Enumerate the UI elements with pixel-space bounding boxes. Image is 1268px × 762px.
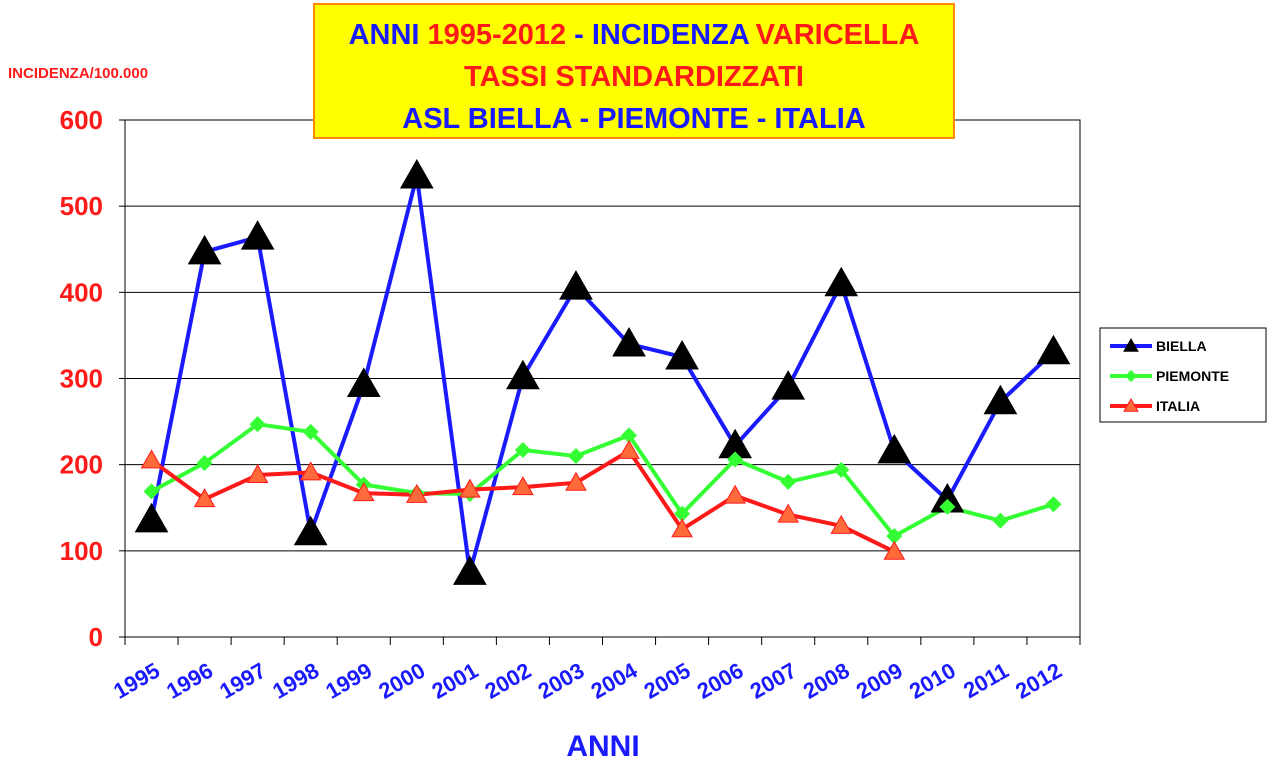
marker bbox=[299, 461, 322, 481]
marker bbox=[293, 515, 328, 546]
marker bbox=[140, 449, 163, 469]
marker bbox=[452, 555, 487, 585]
marker bbox=[777, 503, 800, 523]
y-tick-label: 500 bbox=[60, 191, 103, 221]
title-segment: VARICELLA bbox=[756, 19, 920, 51]
marker bbox=[506, 359, 540, 390]
marker bbox=[1045, 496, 1062, 513]
marker bbox=[514, 442, 531, 459]
y-tick-label: 300 bbox=[60, 364, 103, 394]
marker bbox=[559, 270, 593, 300]
marker bbox=[830, 514, 853, 534]
title-segment: TASSI STANDARDIZZATI bbox=[464, 61, 804, 93]
marker bbox=[771, 370, 806, 400]
title-box: ANNI 1995-2012- INCIDENZA VARICELLA TASSI S… bbox=[313, 3, 955, 139]
title-background bbox=[313, 3, 955, 139]
marker bbox=[833, 461, 850, 478]
marker bbox=[240, 220, 275, 250]
y-tick-label: 0 bbox=[89, 622, 103, 652]
marker bbox=[727, 451, 744, 468]
marker bbox=[346, 367, 381, 398]
marker bbox=[302, 423, 319, 440]
marker bbox=[883, 540, 906, 560]
marker bbox=[1125, 370, 1137, 382]
legend-label: ITALIA bbox=[1156, 398, 1200, 414]
marker bbox=[612, 327, 646, 357]
marker bbox=[983, 384, 1018, 415]
marker bbox=[618, 439, 640, 459]
marker bbox=[724, 484, 747, 504]
marker bbox=[1123, 397, 1139, 412]
marker bbox=[877, 433, 912, 464]
chart-title: ANNI 1995-2012- INCIDENZA VARICELLA bbox=[349, 19, 920, 51]
y-tick-label: 400 bbox=[60, 277, 103, 307]
marker bbox=[405, 483, 428, 503]
legend-label: BIELLA bbox=[1156, 338, 1207, 354]
series-line bbox=[150, 422, 1055, 539]
marker bbox=[621, 427, 638, 444]
y-axis-label: INCIDENZA/100.000 bbox=[8, 65, 148, 82]
marker bbox=[249, 416, 266, 433]
legend-label: PIEMONTE bbox=[1156, 368, 1229, 384]
marker bbox=[512, 476, 534, 496]
marker bbox=[939, 498, 956, 515]
marker bbox=[134, 502, 169, 533]
marker bbox=[187, 234, 222, 265]
marker bbox=[458, 478, 481, 498]
marker bbox=[143, 483, 160, 500]
chart-title: ASL BIELLA - PIEMONTE - ITALIA bbox=[402, 103, 866, 135]
title-segment: - INCIDENZA bbox=[574, 19, 750, 51]
marker bbox=[992, 512, 1009, 529]
marker bbox=[399, 159, 434, 189]
marker bbox=[665, 339, 699, 370]
marker bbox=[196, 454, 213, 471]
y-tick-label: 200 bbox=[60, 450, 103, 480]
marker bbox=[567, 448, 584, 465]
marker bbox=[1036, 334, 1071, 365]
title-segment: ASL BIELLA - PIEMONTE - ITALIA bbox=[402, 103, 866, 135]
y-tick-label: 100 bbox=[60, 536, 103, 566]
marker bbox=[193, 488, 216, 508]
marker bbox=[824, 266, 859, 297]
chart-title: TASSI STANDARDIZZATI bbox=[464, 61, 804, 93]
y-tick-label: 600 bbox=[60, 105, 103, 135]
marker bbox=[886, 528, 903, 545]
marker bbox=[674, 505, 691, 522]
legend: BIELLA PIEMONTE ITALIA bbox=[1099, 327, 1267, 423]
marker bbox=[671, 518, 693, 538]
marker bbox=[246, 463, 269, 484]
marker bbox=[565, 471, 587, 491]
title-segment: ANNI bbox=[349, 19, 420, 51]
marker bbox=[352, 482, 375, 502]
x-axis-label: ANNI bbox=[566, 730, 639, 762]
marker bbox=[1123, 337, 1139, 352]
title-segment: 1995-2012 bbox=[427, 19, 566, 51]
marker bbox=[780, 473, 797, 490]
